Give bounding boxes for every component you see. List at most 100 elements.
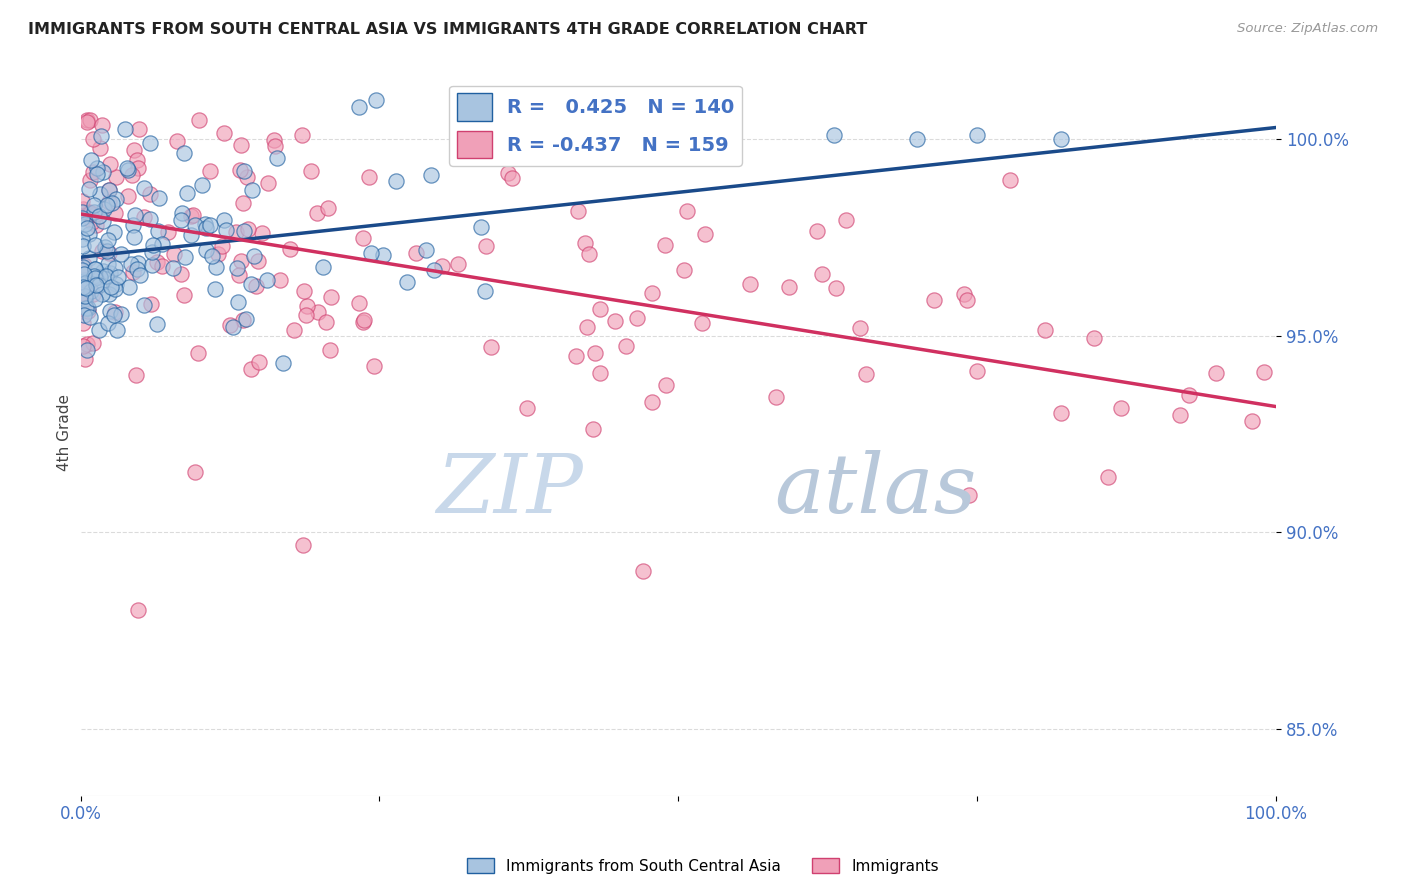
Point xyxy=(132,181,155,195)
Point xyxy=(80,214,103,228)
Point xyxy=(91,264,114,278)
Point xyxy=(77,227,100,241)
Point xyxy=(103,308,125,322)
Point xyxy=(641,394,664,409)
Point xyxy=(690,316,713,330)
Point xyxy=(93,202,115,217)
Point xyxy=(194,243,217,257)
Point xyxy=(188,112,211,127)
Point xyxy=(84,238,107,252)
Point xyxy=(127,262,149,277)
Point xyxy=(463,128,485,142)
Point xyxy=(82,165,104,179)
Point xyxy=(245,279,267,293)
Point xyxy=(295,299,318,313)
Point xyxy=(567,203,589,218)
Point xyxy=(474,284,496,298)
Point xyxy=(353,313,375,327)
Point xyxy=(72,303,94,318)
Point xyxy=(139,187,162,202)
Point xyxy=(589,366,612,380)
Point xyxy=(855,368,877,382)
Point xyxy=(360,246,382,260)
Point xyxy=(104,170,127,185)
Text: ZIP: ZIP xyxy=(436,450,582,531)
Point xyxy=(70,204,93,219)
Point xyxy=(583,346,606,360)
Point xyxy=(82,286,104,301)
Point xyxy=(73,308,96,322)
Point xyxy=(97,287,120,301)
Point xyxy=(347,100,370,114)
Point xyxy=(94,240,117,254)
Point xyxy=(806,224,828,238)
Point xyxy=(118,279,141,293)
Point xyxy=(233,163,256,178)
Point xyxy=(1097,469,1119,483)
Text: IMMIGRANTS FROM SOUTH CENTRAL ASIA VS IMMIGRANTS 4TH GRADE CORRELATION CHART: IMMIGRANTS FROM SOUTH CENTRAL ASIA VS IM… xyxy=(28,22,868,37)
Point xyxy=(1241,414,1264,428)
Point xyxy=(89,269,111,284)
Point xyxy=(97,316,120,330)
Point xyxy=(676,203,699,218)
Point xyxy=(83,268,105,283)
Text: Source: ZipAtlas.com: Source: ZipAtlas.com xyxy=(1237,22,1378,36)
Point xyxy=(145,317,167,331)
Point xyxy=(79,310,101,324)
Point xyxy=(173,287,195,301)
Point xyxy=(84,261,107,276)
Point xyxy=(347,295,370,310)
Point xyxy=(76,343,98,357)
Point xyxy=(315,315,337,329)
Point xyxy=(84,271,107,285)
Point xyxy=(264,139,287,153)
Point xyxy=(690,124,713,138)
Point xyxy=(124,368,146,383)
Point xyxy=(121,168,143,182)
Point xyxy=(295,309,318,323)
Point xyxy=(162,260,184,275)
Point xyxy=(83,204,105,219)
Point xyxy=(225,225,247,239)
Point xyxy=(626,311,648,326)
Point xyxy=(77,181,100,195)
Point xyxy=(575,320,598,334)
Point xyxy=(263,133,285,147)
Point xyxy=(922,293,945,307)
Point xyxy=(352,315,374,329)
Point xyxy=(405,246,427,260)
Point xyxy=(173,250,195,264)
Point xyxy=(693,227,716,241)
Point xyxy=(100,280,122,294)
Point xyxy=(246,253,269,268)
Point xyxy=(299,164,322,178)
Point xyxy=(139,297,162,311)
Point xyxy=(70,232,93,246)
Point xyxy=(266,151,288,165)
Point xyxy=(80,284,103,298)
Point xyxy=(319,290,342,304)
Point xyxy=(242,249,264,263)
Point xyxy=(89,186,111,201)
Point xyxy=(176,186,198,200)
Y-axis label: 4th Grade: 4th Grade xyxy=(58,393,72,471)
Point xyxy=(94,269,117,284)
Point xyxy=(292,537,315,551)
Point xyxy=(122,265,145,279)
Point xyxy=(205,260,228,274)
Point xyxy=(84,206,107,220)
Point xyxy=(122,229,145,244)
Point xyxy=(72,260,94,275)
Text: atlas: atlas xyxy=(773,450,976,531)
Point xyxy=(73,273,96,287)
Point xyxy=(76,114,98,128)
Point xyxy=(173,146,195,161)
Legend: Immigrants from South Central Asia, Immigrants: Immigrants from South Central Asia, Immi… xyxy=(461,852,945,880)
Point xyxy=(479,340,502,354)
Point xyxy=(75,352,97,367)
Point xyxy=(97,195,120,210)
Point xyxy=(70,262,93,277)
Point xyxy=(247,355,270,369)
Point xyxy=(470,219,492,234)
Point xyxy=(235,312,257,326)
